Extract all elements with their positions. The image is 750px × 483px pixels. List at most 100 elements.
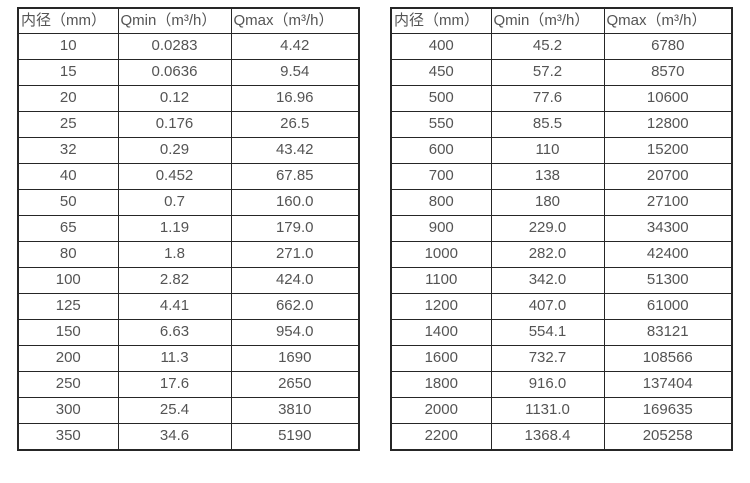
table-cell: 20700 [603, 163, 733, 190]
table-cell: 150 [17, 319, 119, 346]
table-cell: 169635 [603, 397, 733, 424]
table-cell: 16.96 [230, 85, 360, 112]
column-header: Qmin（m³/h） [117, 7, 232, 34]
table-cell: 271.0 [230, 241, 360, 268]
table-cell: 300 [17, 397, 119, 424]
table-row: 50 0.7 160.0 [17, 189, 360, 216]
table-cell: 1800 [390, 371, 492, 398]
table-cell: 5190 [230, 423, 360, 451]
table-cell: 500 [390, 85, 492, 112]
table-cell: 205258 [603, 423, 733, 451]
table-row: 550 85.5 12800 [390, 111, 733, 138]
column-header: Qmin（m³/h） [490, 7, 605, 34]
table-cell: 51300 [603, 267, 733, 294]
table-cell: 1368.4 [490, 423, 605, 451]
table-cell: 0.0636 [117, 59, 232, 86]
table-cell: 200 [17, 345, 119, 372]
table-cell: 17.6 [117, 371, 232, 398]
table-cell: 9.54 [230, 59, 360, 86]
table-cell: 27100 [603, 189, 733, 216]
table-cell: 137404 [603, 371, 733, 398]
table-cell: 550 [390, 111, 492, 138]
table-cell: 25 [17, 111, 119, 138]
table-cell: 10 [17, 33, 119, 60]
column-header: 内径（mm） [17, 7, 119, 34]
table-row: 1800 916.0 137404 [390, 371, 733, 398]
table-cell: 0.452 [117, 163, 232, 190]
table-row: 700 138 20700 [390, 163, 733, 190]
column-header: 内径（mm） [390, 7, 492, 34]
table-header-row: 内径（mm） Qmin（m³/h） Qmax（m³/h） [390, 7, 733, 34]
table-header-row: 内径（mm） Qmin（m³/h） Qmax（m³/h） [17, 7, 360, 34]
table-cell: 0.7 [117, 189, 232, 216]
table-cell: 180 [490, 189, 605, 216]
table-cell: 100 [17, 267, 119, 294]
table-cell: 20 [17, 85, 119, 112]
table-cell: 600 [390, 137, 492, 164]
table-cell: 3810 [230, 397, 360, 424]
table-cell: 450 [390, 59, 492, 86]
table-row: 1000 282.0 42400 [390, 241, 733, 268]
table-cell: 2200 [390, 423, 492, 451]
flow-spec-table-small-diameters: 内径（mm） Qmin（m³/h） Qmax（m³/h） 10 0.0283 4.42 1… [17, 7, 360, 451]
table-row: 32 0.29 43.42 [17, 137, 360, 164]
table-cell: 1200 [390, 293, 492, 320]
table-cell: 57.2 [490, 59, 605, 86]
table-row: 80 1.8 271.0 [17, 241, 360, 268]
table-cell: 11.3 [117, 345, 232, 372]
table-cell: 1000 [390, 241, 492, 268]
table-cell: 0.0283 [117, 33, 232, 60]
table-cell: 15 [17, 59, 119, 86]
table-cell: 50 [17, 189, 119, 216]
table-cell: 4.41 [117, 293, 232, 320]
table-row: 2000 1131.0 169635 [390, 397, 733, 424]
table-cell: 67.85 [230, 163, 360, 190]
table-row: 2200 1368.4 205258 [390, 423, 733, 451]
table-cell: 350 [17, 423, 119, 451]
table-cell: 83121 [603, 319, 733, 346]
table-row: 20 0.12 16.96 [17, 85, 360, 112]
table-cell: 34300 [603, 215, 733, 242]
table-cell: 65 [17, 215, 119, 242]
table-row: 10 0.0283 4.42 [17, 33, 360, 60]
table-cell: 6.63 [117, 319, 232, 346]
table-cell: 407.0 [490, 293, 605, 320]
table-cell: 250 [17, 371, 119, 398]
table-cell: 732.7 [490, 345, 605, 372]
table-cell: 0.12 [117, 85, 232, 112]
table-cell: 85.5 [490, 111, 605, 138]
table-cell: 108566 [603, 345, 733, 372]
table-cell: 77.6 [490, 85, 605, 112]
table-row: 200 11.3 1690 [17, 345, 360, 372]
table-row: 800 180 27100 [390, 189, 733, 216]
table-cell: 160.0 [230, 189, 360, 216]
table-cell: 400 [390, 33, 492, 60]
table-cell: 4.42 [230, 33, 360, 60]
table-cell: 26.5 [230, 111, 360, 138]
table-cell: 1690 [230, 345, 360, 372]
table-cell: 954.0 [230, 319, 360, 346]
table-cell: 6780 [603, 33, 733, 60]
table-row: 15 0.0636 9.54 [17, 59, 360, 86]
table-cell: 2.82 [117, 267, 232, 294]
table-cell: 10600 [603, 85, 733, 112]
table-cell: 700 [390, 163, 492, 190]
table-cell: 1.19 [117, 215, 232, 242]
table-cell: 662.0 [230, 293, 360, 320]
table-cell: 0.29 [117, 137, 232, 164]
table-cell: 32 [17, 137, 119, 164]
table-cell: 15200 [603, 137, 733, 164]
table-cell: 1.8 [117, 241, 232, 268]
column-header: Qmax（m³/h） [230, 7, 360, 34]
flow-spec-table-large-diameters: 内径（mm） Qmin（m³/h） Qmax（m³/h） 400 45.2 6780 45… [390, 7, 733, 451]
table-cell: 424.0 [230, 267, 360, 294]
table-cell: 2650 [230, 371, 360, 398]
table-cell: 2000 [390, 397, 492, 424]
table-row: 350 34.6 5190 [17, 423, 360, 451]
table-row: 300 25.4 3810 [17, 397, 360, 424]
table-row: 1100 342.0 51300 [390, 267, 733, 294]
table-cell: 1131.0 [490, 397, 605, 424]
table-row: 100 2.82 424.0 [17, 267, 360, 294]
table-row: 1400 554.1 83121 [390, 319, 733, 346]
